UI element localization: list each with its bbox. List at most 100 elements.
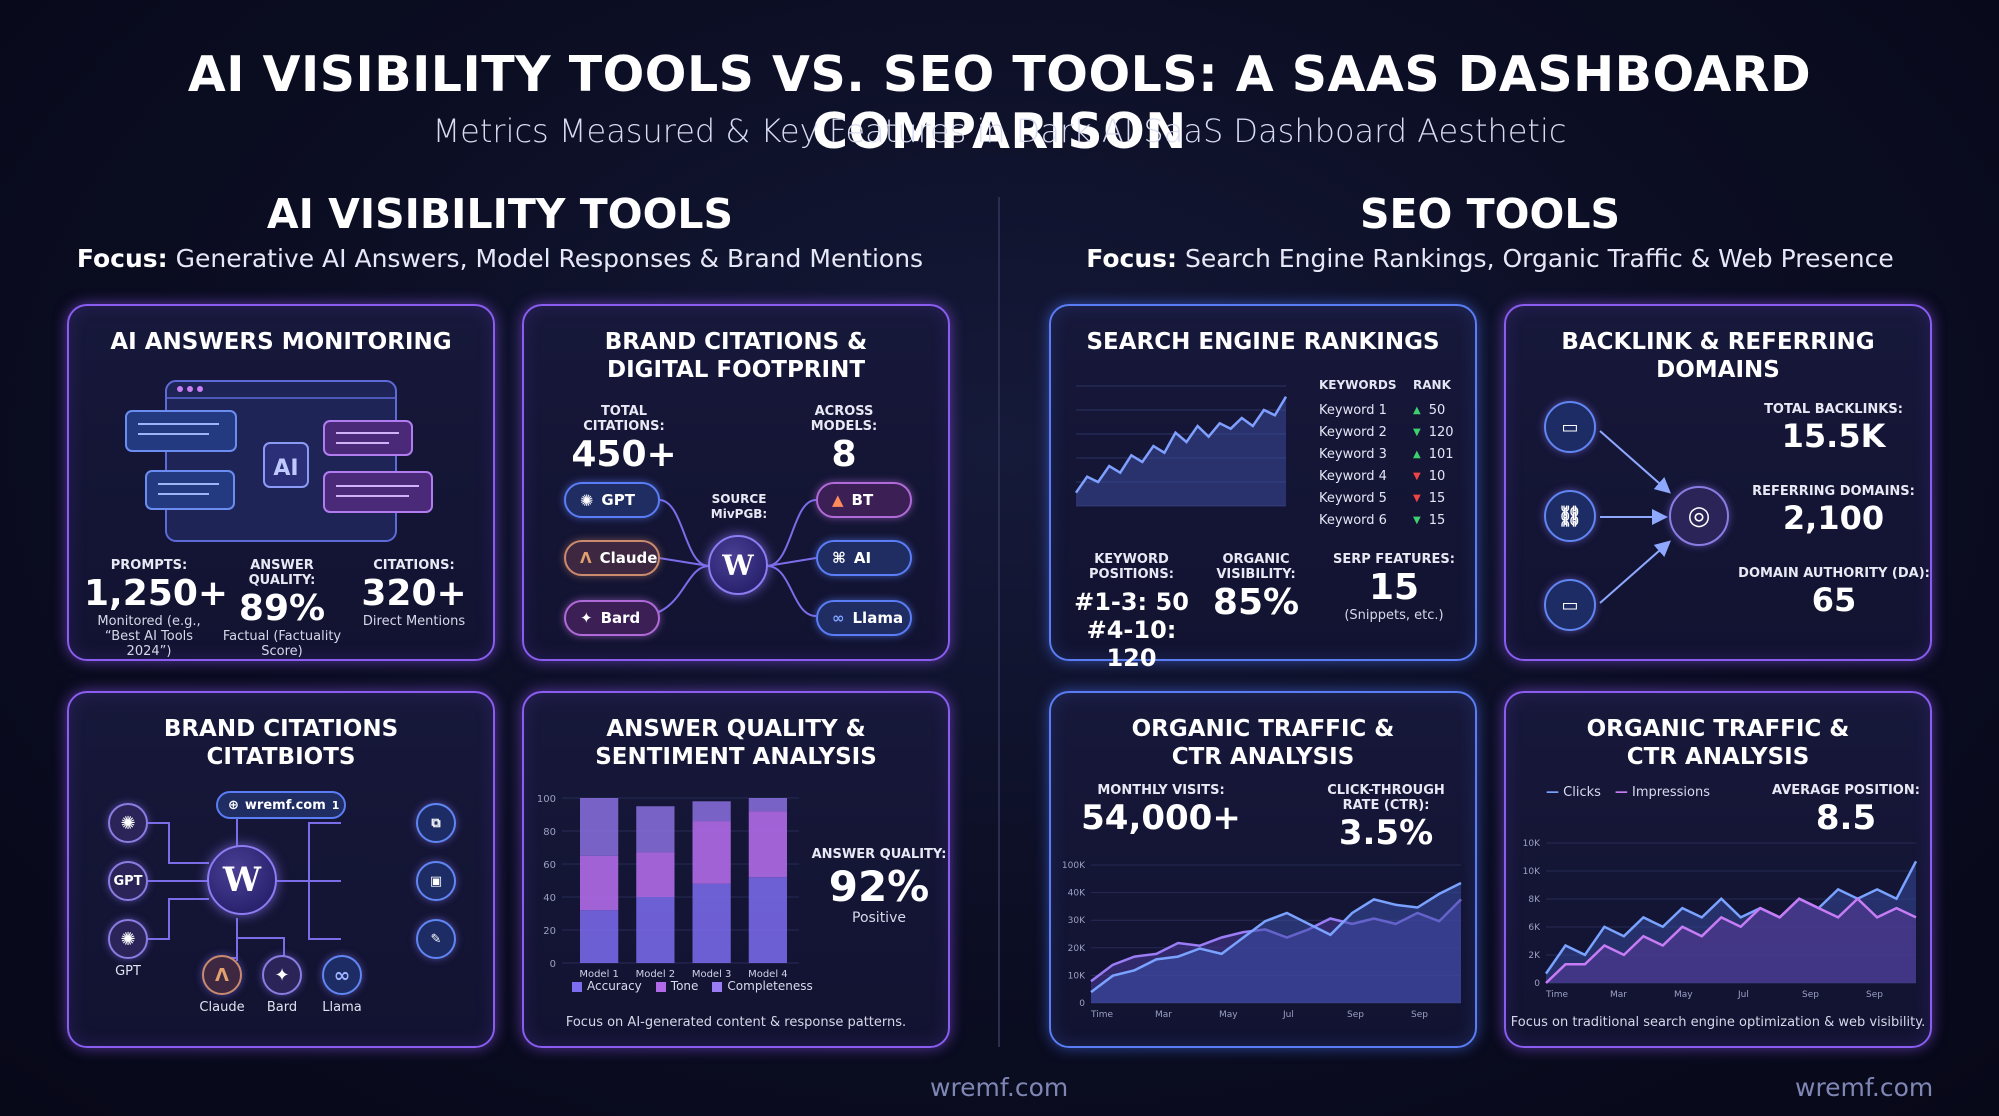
traffic1-chart-y-tick: 30K <box>1068 916 1086 926</box>
answer-quality-title-line2: SENTIMENT ANALYSIS <box>595 744 877 770</box>
legend-accuracy: Accuracy <box>572 979 642 993</box>
total-backlinks-value: 15.5K <box>1781 417 1886 455</box>
visibility-label: ORGANIC VISIBILITY: <box>1216 552 1296 582</box>
chain-link-icon[interactable]: ⛓ <box>1544 490 1596 542</box>
legend-accuracy-label: Accuracy <box>587 979 642 993</box>
legend-tone-label: Tone <box>670 979 699 993</box>
backlinks-arrows <box>1599 430 1671 604</box>
pill-claude[interactable]: Λ Claude <box>564 540 660 576</box>
command-icon: ⌘ <box>832 549 846 567</box>
pill-bt[interactable]: ▲ BT <box>816 482 912 518</box>
claude-icon: Λ <box>580 549 592 567</box>
bar-y-tick: 20 <box>543 926 556 937</box>
answer-quality-label: ANSWER QUALITY: <box>248 558 316 588</box>
llama-node-caption: Llama <box>322 1000 362 1015</box>
answer-quality-value: 89% <box>238 588 326 629</box>
answer-quality-title-line1: ANSWER QUALITY & <box>606 716 866 742</box>
visibility-value: 85% <box>1212 582 1300 623</box>
legend-clicks-label: Clicks <box>1563 785 1601 800</box>
prompts-label: PROMPTS: <box>110 558 188 573</box>
left-node-openai-icon-2[interactable]: ✺ <box>108 919 148 959</box>
right-node-link-icon[interactable]: ⧉ <box>416 803 456 843</box>
citatbiots-title: BRAND CITATIONS CITATBIOTS <box>69 715 493 771</box>
ai-focus-label: Focus: <box>76 244 168 273</box>
traffic2-chart-series1-line <box>1545 896 1917 984</box>
domain-authority-label: DOMAIN AUTHORITY (DA): <box>1738 566 1930 581</box>
traffic2-legend: — Clicks — Impressions <box>1546 785 1710 800</box>
right-node-pen-icon[interactable]: ✎ <box>416 919 456 959</box>
traffic2-chart-x-tick: May <box>1674 990 1693 1000</box>
meta-infinity-icon: ∞ <box>832 609 845 627</box>
ctr-value: 3.5% <box>1338 813 1434 853</box>
ai-answers-card[interactable]: AI ANSWERS MONITORING AI PROMPTS: 1,250+… <box>67 304 495 661</box>
traffic1-chart-x-tick: May <box>1219 1010 1238 1020</box>
left-node-openai-icon[interactable]: ✺ <box>108 803 148 843</box>
stacked-bar-chart: 100 80 60 40 20 0 Model 1 Model 2 Model 3 Model 4 <box>537 794 799 980</box>
traffic1-chart-x-tick: Jul <box>1282 1010 1294 1020</box>
traffic1-chart-x-tick: Sep <box>1347 1010 1364 1020</box>
traffic1-title: ORGANIC TRAFFIC & CTR ANALYSIS <box>1051 715 1475 771</box>
ctr-label: CLICK-THROUGH RATE (CTR): <box>1327 783 1445 813</box>
claude-node-icon[interactable]: Λ <box>202 955 242 995</box>
keyword-name: Keyword 3 <box>1319 446 1387 462</box>
across-models-value: 8 <box>831 434 857 475</box>
serp-card[interactable]: SEARCH ENGINE RANKINGS KEYWORDS RANK Key… <box>1049 304 1477 672</box>
pill-bard[interactable]: ✦ Bard <box>564 600 660 636</box>
answer-quality-card-title: ANSWER QUALITY & SENTIMENT ANALYSIS <box>524 715 948 771</box>
website-www-icon[interactable]: ▭ <box>1544 401 1596 453</box>
traffic2-title-line1: ORGANIC TRAFFIC & <box>1586 716 1850 742</box>
triangle-logo-icon: ▲ <box>832 491 844 509</box>
keyword-name: Keyword 5 <box>1319 490 1387 506</box>
total-citations-value: 450+ <box>571 434 677 475</box>
bar-segment-completeness <box>748 798 787 812</box>
brand-citations-title-line1: BRAND CITATIONS & <box>604 329 868 355</box>
pill-gpt[interactable]: ✺ GPT <box>564 482 660 518</box>
pill-llama[interactable]: ∞ Llama <box>816 600 912 636</box>
pill-ai[interactable]: ⌘ AI <box>816 540 912 576</box>
bar-y-tick: 60 <box>543 860 556 871</box>
positions-line1: #1-3: 50 <box>1074 588 1189 616</box>
across-models-label: ACROSS MODELS: <box>810 404 878 434</box>
bard-node-sparkle-icon[interactable]: ✦ <box>262 955 302 995</box>
traffic2-chart-x-tick: Jul <box>1737 990 1749 1000</box>
traffic2-chart-series1-area <box>1546 898 1916 983</box>
ai-section-title: AI VISIBILITY TOOLS <box>266 190 734 238</box>
domain-chip-count: 1 <box>331 798 340 812</box>
traffic1-chart-series1-area <box>1091 883 1461 1003</box>
pill-claude-label: Claude <box>599 549 658 567</box>
llama-node-infinity-icon[interactable]: ∞ <box>322 955 362 995</box>
keyword-row: Keyword 3 ▲ 101 <box>1319 443 1469 465</box>
sentiment-label: ANSWER QUALITY: <box>811 847 947 862</box>
domain-chip[interactable]: ⊕ wremf.com 1 <box>216 791 346 819</box>
right-node-image-icon[interactable]: ▣ <box>416 861 456 901</box>
stacked-legend: Accuracy Tone Completeness <box>572 979 813 993</box>
keyword-row: Keyword 6 ▼ 15 <box>1319 509 1469 531</box>
average-position-metric: AVERAGE POSITION: 8.5 <box>1766 783 1926 838</box>
referring-domains-label: REFERRING DOMAINS: <box>1752 484 1915 499</box>
citations-caption: Direct Mentions <box>362 614 466 629</box>
left-node-gpt[interactable]: GPT <box>108 861 148 901</box>
website-www-icon-2[interactable]: ▭ <box>1544 579 1596 631</box>
bar-segment-accuracy <box>748 877 787 963</box>
serp-features-value: 15 <box>1368 567 1420 608</box>
traffic-card-1[interactable]: ORGANIC TRAFFIC & CTR ANALYSIS MONTHLY V… <box>1049 691 1477 1048</box>
traffic1-chart-y-tick: 20K <box>1068 944 1086 954</box>
citatbiots-title-line1: BRAND CITATIONS <box>163 716 399 742</box>
bar-x-label: Model 4 <box>748 969 788 980</box>
main-title: AI VISIBILITY TOOLS VS. SEO TOOLS: A SAA… <box>187 46 1812 160</box>
answer-quality-card[interactable]: ANSWER QUALITY & SENTIMENT ANALYSIS 100 8… <box>522 691 950 1048</box>
watermark-center: wremf.com <box>930 1073 1069 1102</box>
backlinks-card[interactable]: BACKLINK & REFERRING DOMAINS ▭ ⛓ ▭ ◎ TOT… <box>1504 304 1932 661</box>
average-position-value: 8.5 <box>1815 798 1877 838</box>
keywords-header: KEYWORDS <box>1319 378 1397 392</box>
referring-domains-metric: REFERRING DOMAINS: 2,100 <box>1746 484 1921 537</box>
rank-up-arrow-icon: ▲ <box>1413 448 1421 460</box>
traffic2-chart-x-tick: Sep <box>1866 990 1883 1000</box>
section-divider <box>998 197 1000 1047</box>
brand-citations-card[interactable]: BRAND CITATIONS & DIGITAL FOOTPRINT TOTA… <box>522 304 950 661</box>
citatbiots-card[interactable]: BRAND CITATIONS CITATBIOTS ⊕ wremf.com 1… <box>67 691 495 1048</box>
traffic2-chart-x-tick: Time <box>1545 990 1568 1000</box>
traffic-card-2[interactable]: ORGANIC TRAFFIC & CTR ANALYSIS — Clicks … <box>1504 691 1932 1048</box>
seo-section-title: SEO TOOLS <box>1360 190 1620 238</box>
positions-line2: #4-10: 120 <box>1086 616 1177 672</box>
